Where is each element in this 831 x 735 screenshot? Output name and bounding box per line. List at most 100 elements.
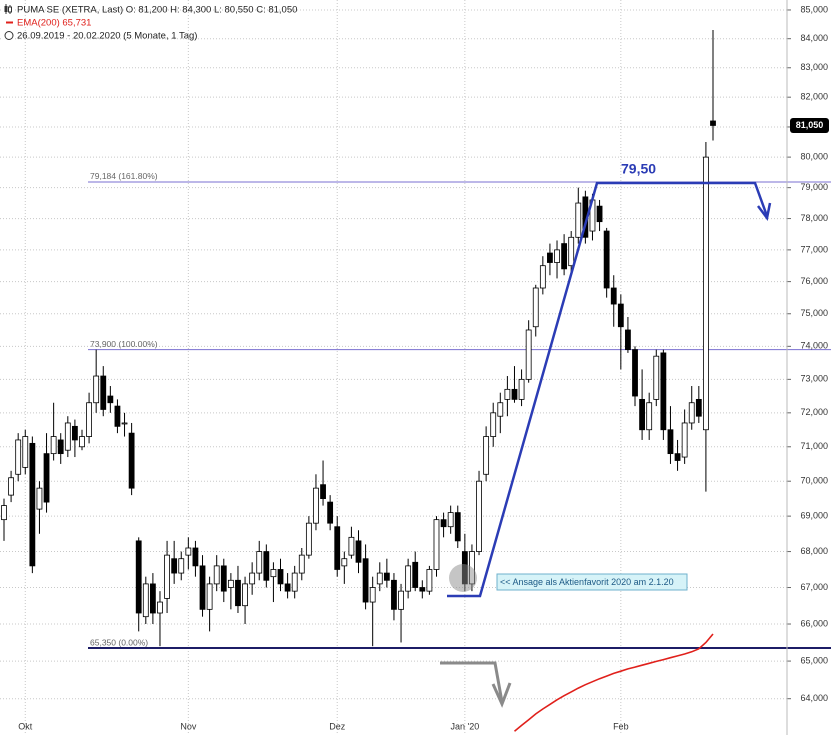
candle-body <box>490 412 497 437</box>
candle-body <box>646 402 653 431</box>
grid <box>0 0 787 735</box>
candle-body <box>554 249 560 263</box>
candle-body <box>242 583 248 607</box>
y-tick-label: 75,000 <box>800 308 828 318</box>
icon <box>4 6 8 12</box>
y-tick-label: 82,000 <box>800 92 828 102</box>
candle-body <box>511 388 518 400</box>
y-tick-label: 78,000 <box>800 213 828 223</box>
candle-body <box>107 395 114 404</box>
candle-body <box>497 402 504 417</box>
candle-body <box>220 565 227 592</box>
legend-entry: EMA(200) 65,731 <box>17 18 91 29</box>
candle-body <box>291 572 298 592</box>
candle-body <box>376 572 383 585</box>
candle-body <box>15 439 22 475</box>
y-tick-label: 68,000 <box>800 546 828 556</box>
candle-body <box>639 398 645 431</box>
candle-body <box>369 587 376 603</box>
candle-body <box>391 579 397 610</box>
down-arrow <box>440 661 504 703</box>
x-tick-label: Dez <box>329 721 346 731</box>
candle-body <box>284 583 291 592</box>
candle-body <box>362 558 369 603</box>
candle-body <box>610 287 617 305</box>
candle-body <box>270 569 277 578</box>
y-tick-label: 73,000 <box>800 374 828 384</box>
candle-body <box>1 505 7 521</box>
candle-body <box>142 583 149 618</box>
y-tick-label: 69,000 <box>800 511 828 521</box>
candle-body <box>199 565 206 610</box>
candle-body <box>213 565 220 585</box>
candle-body <box>603 230 610 289</box>
candle-body <box>426 569 433 592</box>
callout-text: << Ansage als Aktienfavorit 2020 am 2.1.… <box>500 577 674 587</box>
candle-body <box>710 120 716 126</box>
candle-body <box>157 601 163 614</box>
candle-body <box>171 558 178 574</box>
candle-body <box>72 425 78 441</box>
candle-body <box>22 436 29 468</box>
candle-body <box>348 536 355 556</box>
y-tick-label: 67,000 <box>800 582 828 592</box>
candle-body <box>100 375 107 410</box>
candle-body <box>539 265 546 289</box>
down-arrow-head <box>491 682 512 708</box>
candle-body <box>263 551 270 581</box>
candle-body <box>43 453 50 503</box>
candle-body <box>547 252 553 263</box>
candle-body <box>50 436 57 455</box>
candle-body <box>36 487 43 510</box>
candle-body <box>8 477 14 496</box>
candle-body <box>249 572 256 585</box>
candle-body <box>575 202 582 238</box>
y-tick-label: 72,000 <box>800 407 828 417</box>
candle-body <box>185 547 192 556</box>
callout-box <box>496 573 688 591</box>
y-tick-label: 70,000 <box>800 476 828 486</box>
candle-body <box>483 436 490 475</box>
chart-subtitle: 26.09.2019 - 20.02.2020 (5 Monate, 1 Tag… <box>17 31 197 42</box>
candle-body <box>64 422 71 451</box>
candle-body <box>206 583 213 610</box>
last-price-tag <box>790 117 829 133</box>
candle-body <box>447 512 454 528</box>
candle-body <box>383 572 390 581</box>
candle-body <box>93 375 100 404</box>
candle-body <box>476 480 482 552</box>
candle-body <box>128 432 135 489</box>
trend-drawing <box>447 181 769 598</box>
candle-body <box>596 205 603 223</box>
candle-body <box>568 236 575 267</box>
clock-icon <box>4 31 14 40</box>
candle-body <box>660 352 667 431</box>
candle-body <box>320 484 326 500</box>
candle-body <box>327 501 334 524</box>
candle-body <box>561 243 568 270</box>
last-price-label: 81,050 <box>796 120 824 130</box>
x-tick-label: Okt <box>18 721 33 731</box>
candle-body <box>674 453 681 461</box>
candle-body <box>412 561 419 588</box>
candle-body <box>86 402 92 437</box>
ema-line <box>513 633 714 732</box>
candle-body <box>298 554 305 574</box>
candle-body <box>695 398 702 417</box>
y-axis: 64,000 65,000 66,000 67,000 68,000 69,000 70,0… <box>18 0 829 735</box>
trend-arrow-head <box>757 202 772 221</box>
lines <box>513 633 714 732</box>
candle-body <box>688 402 695 424</box>
x-tick-label: Nov <box>180 721 197 731</box>
candle-body <box>617 303 624 328</box>
candle-body <box>79 436 85 448</box>
y-tick-label: 79,000 <box>800 182 828 192</box>
candle-body <box>164 554 170 599</box>
candle-body <box>518 378 525 400</box>
candle-body <box>703 156 709 431</box>
candle-body <box>277 569 284 585</box>
candle-body <box>57 439 64 455</box>
candle-body <box>532 287 539 328</box>
